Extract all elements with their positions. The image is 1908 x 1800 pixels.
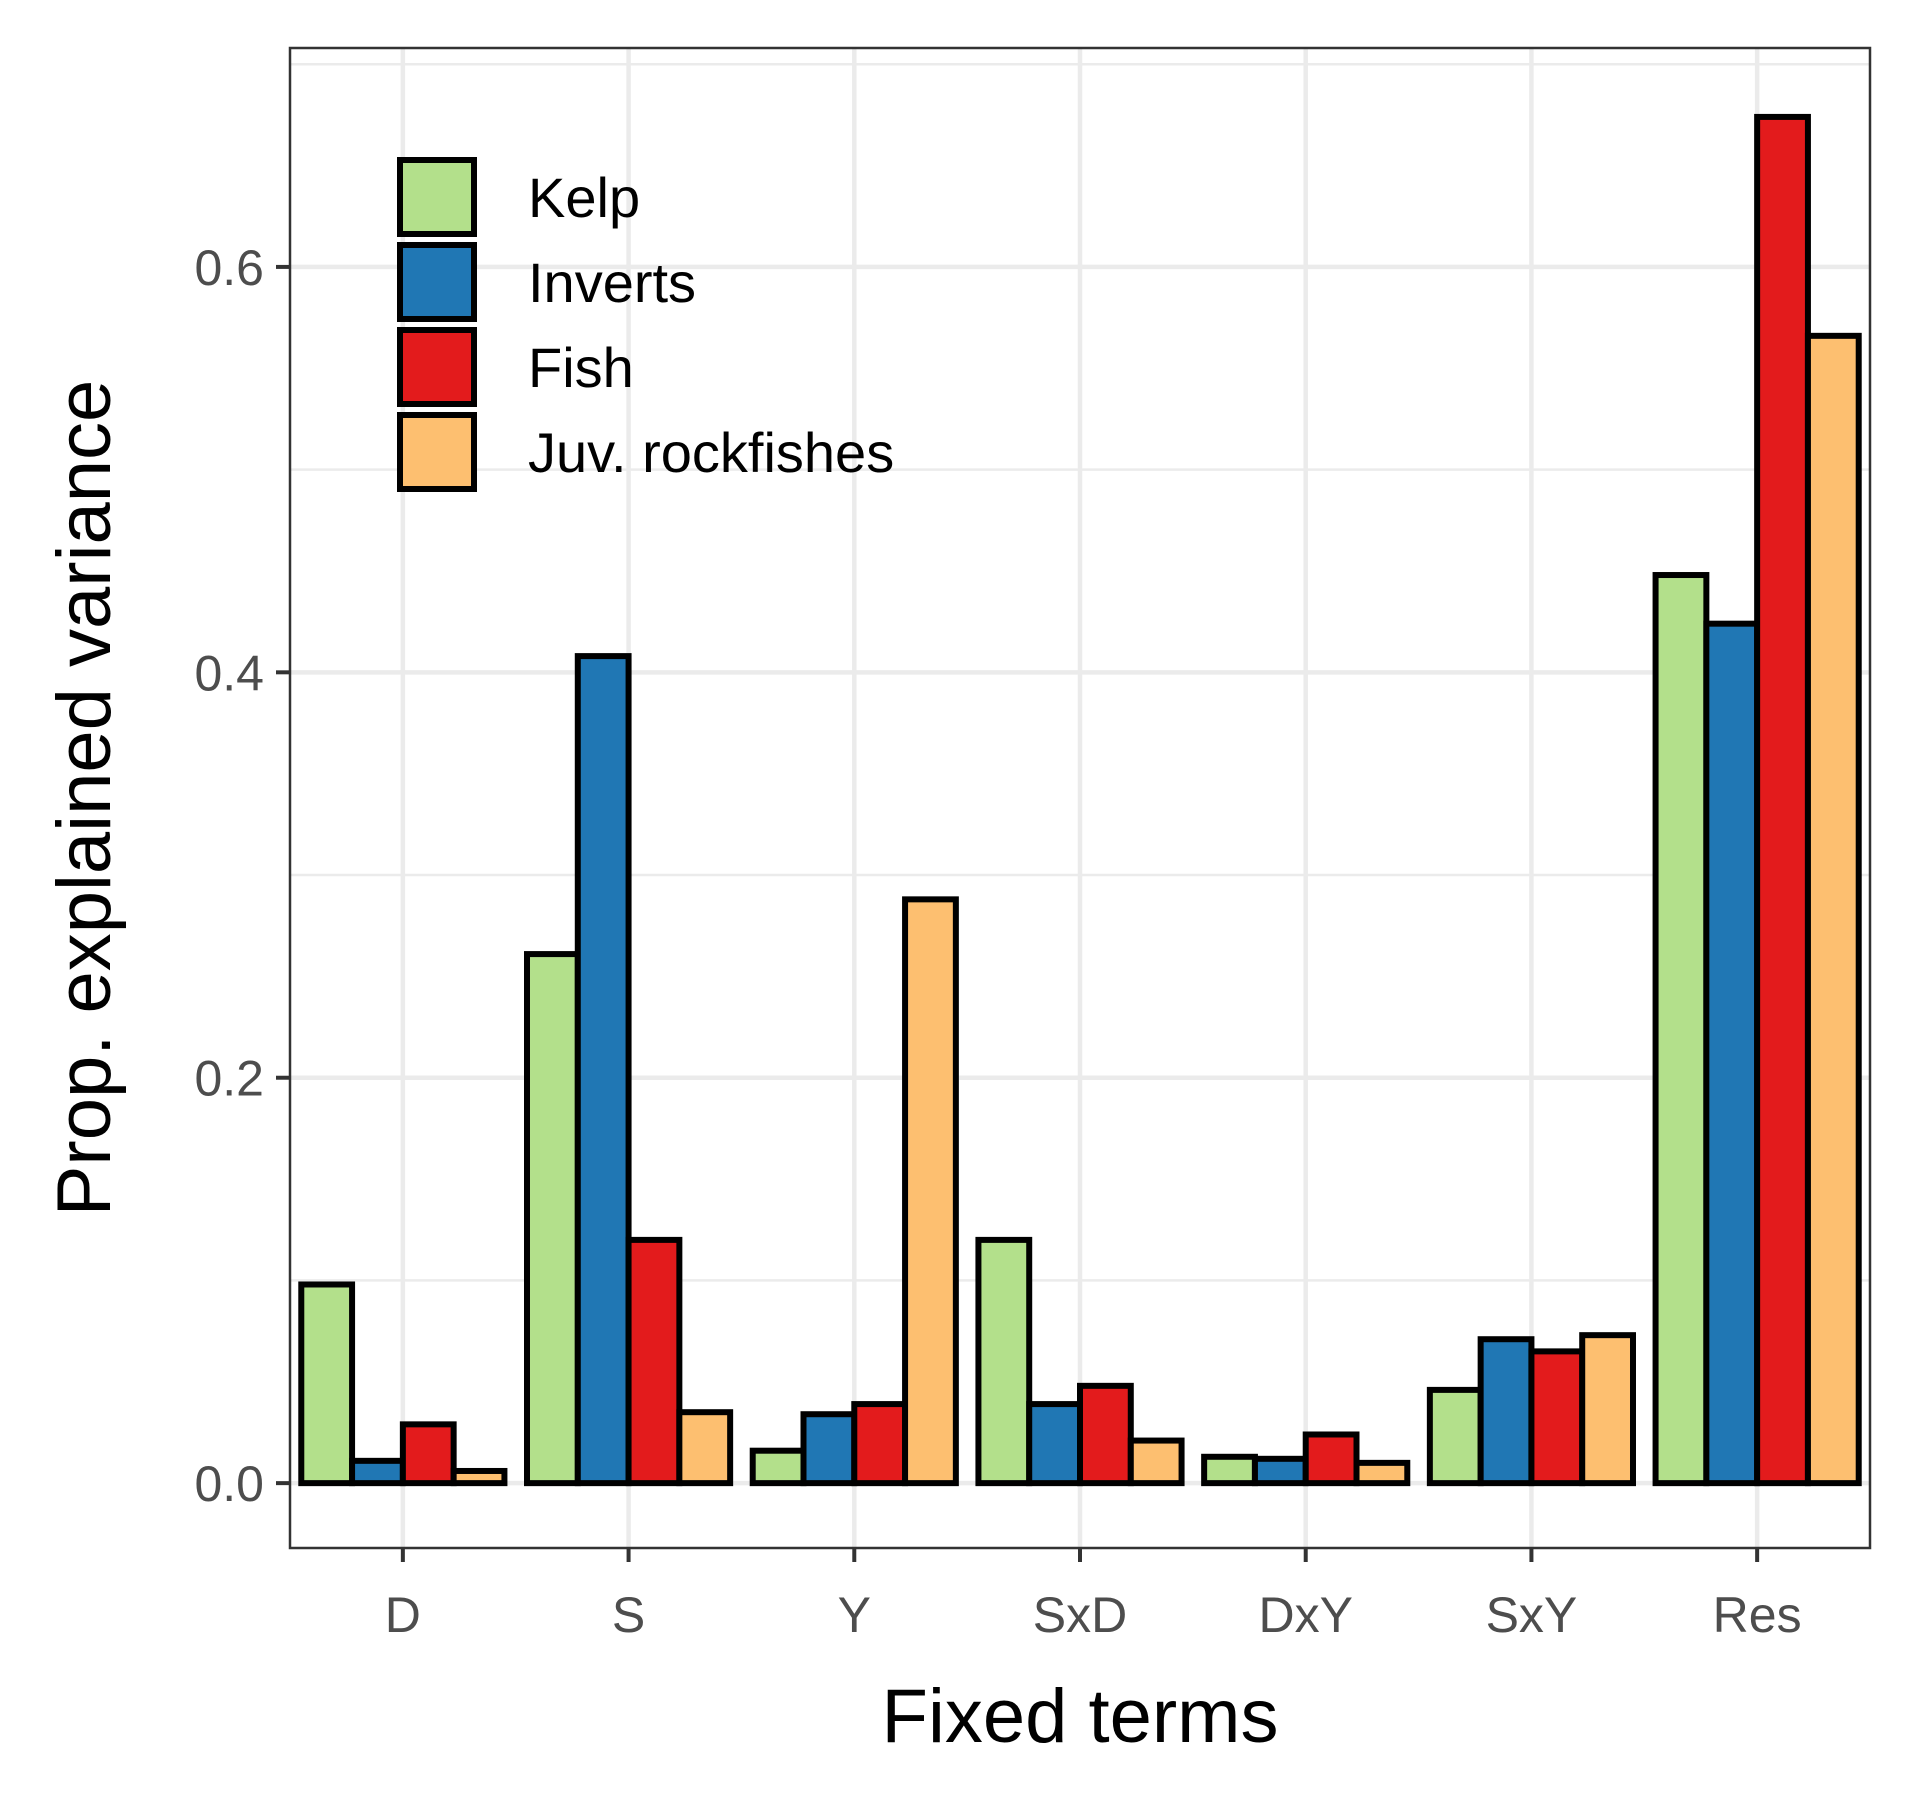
y-axis: 0.0 0.2 0.4 0.6 — [194, 240, 290, 1512]
bar — [1353, 1459, 1411, 1487]
bars — [298, 113, 1862, 1487]
bar — [1528, 1348, 1586, 1487]
y-tick-label: 0.0 — [194, 1456, 264, 1512]
x-tick-label: S — [612, 1587, 645, 1643]
legend-swatch — [397, 157, 477, 237]
bar — [1426, 1386, 1484, 1487]
bar — [749, 1447, 807, 1487]
bar — [1477, 1336, 1535, 1487]
bar — [399, 1421, 457, 1487]
bar — [574, 653, 632, 1487]
bar — [800, 1411, 858, 1487]
bar — [676, 1409, 734, 1487]
bar — [1579, 1332, 1636, 1487]
x-axis-title: Fixed terms — [882, 1674, 1279, 1759]
bar — [1077, 1382, 1134, 1487]
bar — [524, 951, 581, 1487]
legend-label: Fish — [528, 336, 634, 399]
legend-label: Juv. rockfishes — [528, 421, 894, 484]
bar — [1804, 332, 1862, 1487]
y-tick-label: 0.2 — [194, 1051, 264, 1107]
y-tick-label: 0.6 — [194, 240, 264, 296]
bar — [625, 1236, 683, 1487]
bar — [1302, 1431, 1360, 1487]
bar — [1754, 113, 1811, 1487]
x-tick-label: Res — [1713, 1587, 1802, 1643]
x-tick-label: SxD — [1033, 1587, 1127, 1643]
bar — [975, 1236, 1033, 1487]
legend-label: Inverts — [528, 251, 696, 314]
y-axis-title: Prop. explained variance — [42, 380, 127, 1217]
x-axis: D S Y SxD DxY SxY Res — [385, 1548, 1802, 1643]
x-tick-label: Y — [838, 1587, 871, 1643]
bar — [450, 1467, 508, 1487]
bar — [1652, 572, 1710, 1487]
bar — [851, 1401, 909, 1487]
x-tick-label: DxY — [1258, 1587, 1352, 1643]
legend-label: Kelp — [528, 166, 640, 229]
bar — [1201, 1453, 1258, 1487]
legend-swatch — [397, 412, 477, 492]
bar — [349, 1457, 406, 1487]
bar — [1251, 1455, 1309, 1487]
bar — [1703, 620, 1761, 1487]
legend-swatch — [397, 327, 477, 407]
x-tick-label: D — [385, 1587, 421, 1643]
bar — [1127, 1437, 1185, 1487]
bar — [298, 1281, 356, 1487]
legend-swatch — [397, 242, 477, 322]
bar — [902, 896, 959, 1487]
x-tick-label: SxY — [1486, 1587, 1578, 1643]
bar — [1026, 1401, 1083, 1487]
y-tick-label: 0.4 — [194, 645, 264, 701]
legend: Kelp Inverts Fish Juv. rockfishes — [397, 157, 894, 492]
